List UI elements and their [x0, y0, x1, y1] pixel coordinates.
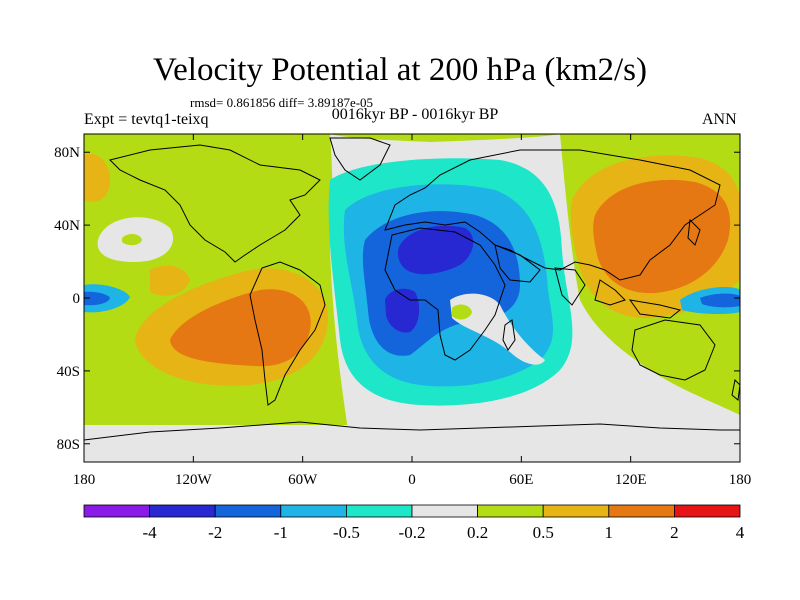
map-contours — [84, 134, 740, 462]
contour-pos-north — [330, 134, 560, 142]
y-tick-label: 80S — [57, 437, 80, 453]
colorbar-label: -1 — [274, 523, 288, 542]
contour-darkorange-asia — [593, 179, 731, 294]
contour-pos-pac-dot — [122, 234, 142, 246]
colorbar: -4 -2 -1 -0.5 -0.2 0.2 0.5 1 2 4 — [83, 504, 745, 542]
x-tick-label: 180 — [73, 472, 96, 488]
contour-orange-cpac — [150, 265, 190, 296]
y-tick-label: 40N — [54, 218, 80, 234]
colorbar-swatch — [674, 504, 741, 518]
colorbar-label: 2 — [670, 523, 679, 542]
field-antarctic — [84, 425, 740, 462]
y-tick-label: 80N — [54, 145, 80, 161]
x-tick-label: 120E — [615, 472, 647, 488]
contour-darkblue-nafrica — [397, 225, 474, 275]
contour-orange-npac — [84, 153, 110, 202]
contour-darkorange-sa — [170, 289, 311, 367]
colorbar-swatch — [83, 504, 150, 518]
colorbar-label: 4 — [736, 523, 745, 542]
contour-pos-io — [452, 304, 472, 320]
colorbar-swatch — [477, 504, 544, 518]
contour-neutral-io — [450, 293, 545, 365]
chart-title: Velocity Potential at 200 hPa (km2/s) — [152, 52, 648, 88]
axis-ticks — [83, 134, 741, 462]
colorbar-swatch — [214, 504, 282, 518]
y-tick-label: 0 — [73, 291, 81, 307]
colorbar-label: 1 — [605, 523, 614, 542]
x-tick-label: 60W — [288, 472, 318, 488]
colorbar-swatch — [411, 504, 478, 518]
x-tick-label: 120W — [175, 472, 213, 488]
colorbar-label: -4 — [143, 523, 158, 542]
y-tick-label: 40S — [57, 364, 80, 380]
coastlines — [84, 137, 740, 441]
period-label: 0016kyr BP - 0016kyr BP — [331, 106, 499, 123]
axis-labels: 180 120W 60W 0 60E 120E 180 80N 40N 0 40S 80S — [54, 145, 751, 488]
colorbar-swatch — [345, 504, 413, 518]
x-tick-label: 0 — [408, 472, 416, 488]
colorbar-label: -0.5 — [333, 523, 360, 542]
colorbar-swatch — [149, 504, 216, 518]
colorbar-swatch — [280, 504, 347, 518]
x-tick-label: 180 — [729, 472, 752, 488]
colorbar-label: 0.5 — [533, 523, 554, 542]
colorbar-label: 0.2 — [467, 523, 488, 542]
contour-blue-datelineW — [84, 291, 110, 306]
season-label: ANN — [702, 111, 737, 128]
contour-blue-datelineE — [700, 293, 740, 308]
colorbar-label: -0.2 — [399, 523, 426, 542]
experiment-label: Expt = tevtq1-teixq — [84, 111, 209, 128]
colorbar-swatch — [608, 504, 675, 518]
stats-text: rmsd= 0.861856 diff= 3.89187e-05 — [190, 95, 374, 110]
colorbar-label: -2 — [208, 523, 222, 542]
x-tick-label: 60E — [509, 472, 533, 488]
colorbar-swatch — [542, 504, 610, 518]
